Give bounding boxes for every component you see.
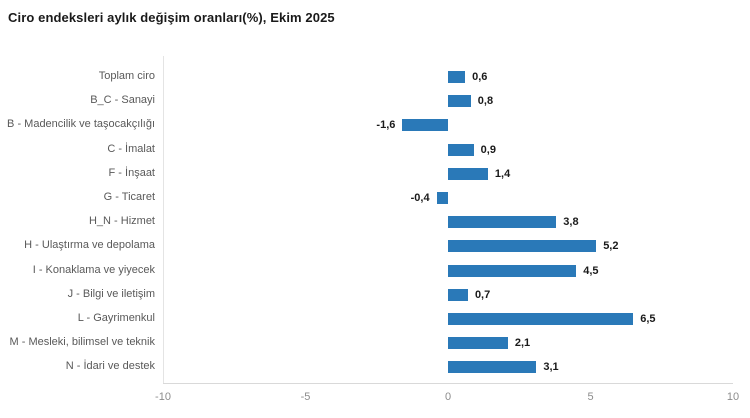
bar xyxy=(436,192,448,204)
category-label: N - İdari ve destek xyxy=(65,360,155,373)
x-tick-label: 5 xyxy=(587,391,594,403)
category-label: J - Bilgi ve iletişim xyxy=(67,287,155,300)
bar xyxy=(402,119,448,132)
value-label: 2,1 xyxy=(514,337,531,350)
value-label: 1,4 xyxy=(494,167,511,180)
category-label: G - Ticaret xyxy=(103,191,155,203)
category-label: B_C - Sanayi xyxy=(90,94,155,107)
category-label: H - Ulaştırma ve depolama xyxy=(24,239,155,252)
bar xyxy=(448,216,557,229)
value-label: 0,8 xyxy=(477,95,494,108)
category-label: C - İmalat xyxy=(107,142,155,155)
value-label: 3,1 xyxy=(543,361,559,374)
value-label: 0,6 xyxy=(472,71,488,83)
category-label: M - Mesleki, bilimsel ve teknik xyxy=(9,336,155,349)
value-label: -0,4 xyxy=(410,192,430,204)
value-label: 5,2 xyxy=(603,240,619,253)
category-label: B - Madencilik ve taşocakçılığı xyxy=(7,118,155,131)
category-label: L - Gayrimenkul xyxy=(77,312,155,324)
value-label: -1,6 xyxy=(376,119,396,132)
bar xyxy=(448,71,466,83)
x-axis-line xyxy=(163,383,733,384)
value-label: 3,8 xyxy=(563,216,579,229)
bar xyxy=(448,95,471,108)
bar xyxy=(448,264,577,277)
x-tick-label: 0 xyxy=(444,391,452,403)
bar xyxy=(448,361,537,374)
bar xyxy=(448,143,474,156)
category-label: F - İnşaat xyxy=(108,166,155,179)
bar xyxy=(448,313,634,325)
x-tick-label: 10 xyxy=(726,391,740,403)
bar xyxy=(448,240,597,253)
value-label: 0,9 xyxy=(480,143,496,156)
x-tick-label: -5 xyxy=(300,391,311,403)
y-axis-line xyxy=(163,56,164,383)
bar xyxy=(448,288,468,301)
bar xyxy=(448,167,488,180)
chart-title: Ciro endeksleri aylık değişim oranları(%… xyxy=(8,10,335,25)
bar xyxy=(448,337,508,350)
category-label: I - Konaklama ve yiyecek xyxy=(32,263,155,276)
x-tick-label: -10 xyxy=(155,391,171,403)
category-label: H_N - Hizmet xyxy=(88,215,155,228)
value-label: 0,7 xyxy=(474,288,491,301)
value-label: 6,5 xyxy=(640,313,656,325)
value-label: 4,5 xyxy=(583,264,599,277)
category-label: Toplam ciro xyxy=(98,70,155,82)
